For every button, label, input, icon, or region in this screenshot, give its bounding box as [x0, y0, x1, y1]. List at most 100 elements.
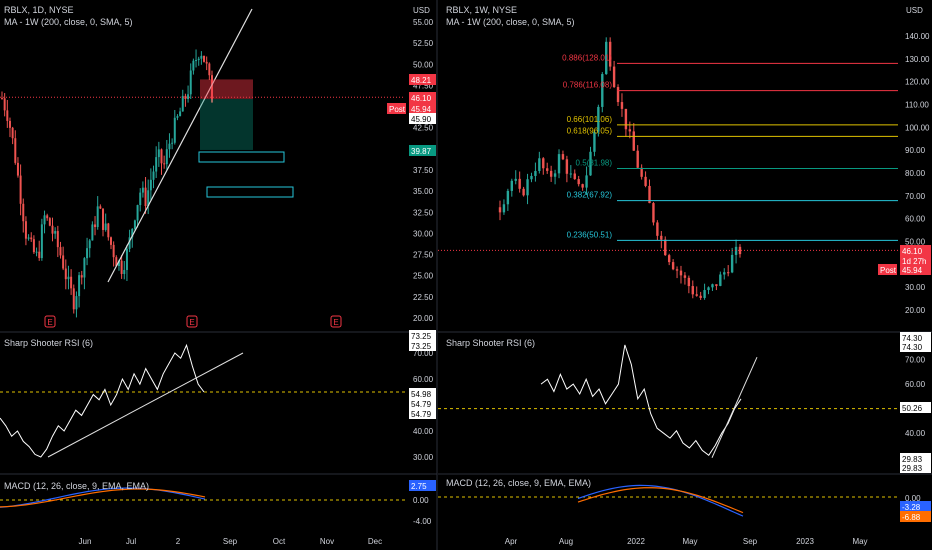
left-tag-white: 45.90 [411, 115, 432, 124]
right-price-tick: 110.00 [905, 101, 929, 110]
right-candle-body [518, 178, 521, 189]
right-tag-post-label-bg [878, 264, 897, 275]
left-candle-body [46, 215, 49, 219]
right-candle-body [644, 176, 647, 186]
left-candle-body [144, 187, 147, 207]
right-macd-tag-2: -6.88 [902, 513, 921, 522]
left-rsi-tag-2: 73.25 [411, 342, 432, 351]
earnings-marker: E [333, 318, 338, 327]
overlays [0, 8, 898, 517]
right-tag-post-label: Post [880, 266, 897, 275]
left-candle-body [109, 237, 112, 245]
left-candle-body [86, 248, 89, 259]
right-title: RBLX, 1W, NYSE [446, 5, 517, 15]
right-tag-last: 46.10 [902, 247, 923, 256]
right-x-label: Sep [743, 537, 758, 546]
right-candle-body [612, 66, 616, 88]
left-candle-body [171, 142, 174, 144]
left-candle-body [75, 296, 78, 310]
left-rsi-tick: 40.00 [413, 427, 434, 436]
left-candle-body [48, 218, 51, 226]
left-candle-body [54, 231, 57, 234]
right-candle-body [538, 158, 541, 171]
left-candle-body [99, 206, 102, 209]
right-x-label: Aug [559, 537, 573, 546]
left-currency: USD [413, 6, 430, 15]
right-rsi-tick: 70.00 [905, 356, 926, 365]
left-candle-body [30, 237, 33, 240]
fib-label: 0.382(67.92) [567, 191, 613, 200]
left-candle-body [131, 228, 134, 238]
left-rsi-tag-5: 54.79 [411, 410, 432, 419]
right-candle-body [593, 131, 596, 152]
earnings-marker-box [44, 315, 56, 328]
left-rsi-title: Sharp Shooter RSI (6) [4, 338, 93, 348]
fib-label: 0.66(101.06) [567, 115, 613, 124]
right-rsi-tag-3: 50.26 [902, 404, 923, 413]
right-rsi-tag-5: 29.83 [902, 464, 923, 473]
left-candle-body [157, 149, 160, 158]
left-tag-green-bg [409, 145, 436, 156]
right-macd-tag-1: -3.28 [902, 503, 921, 512]
left-macd-tick-0: 0.00 [413, 496, 429, 505]
fib-label: 0.786(116.08) [563, 81, 613, 90]
right-candle-body [664, 239, 667, 256]
left-rsi-tag-1: 73.25 [411, 332, 432, 341]
left-candle-body [176, 116, 179, 118]
right-candle-body [719, 274, 722, 286]
left-candle-body [181, 95, 184, 112]
left-candle-body [6, 110, 9, 121]
left-candle-body [184, 95, 187, 100]
left-candle-body [40, 224, 43, 259]
right-candle-body [549, 170, 553, 177]
right-candle-body [569, 173, 573, 175]
left-candle-body [149, 179, 152, 191]
left-macd-line [0, 487, 206, 508]
right-rsi-title: Sharp Shooter RSI (6) [446, 338, 535, 348]
left-rsi-tag-4: 54.79 [411, 400, 432, 409]
right-candle-body [632, 131, 635, 151]
left-rsi-tick: 30.00 [413, 453, 434, 462]
right-macd-signal [577, 487, 744, 514]
right-candle-body [605, 41, 608, 75]
right-candle-body [601, 74, 604, 107]
left-candle-body [133, 220, 136, 229]
left-candle-body [141, 187, 144, 193]
right-candle-body [514, 178, 517, 181]
right-candle-body [589, 151, 592, 176]
left-x-label: Oct [273, 537, 286, 546]
right-price-tick: 20.00 [905, 306, 926, 315]
left-price-tick: 27.50 [413, 251, 434, 260]
right-candle-body [624, 108, 628, 130]
right-candle-body [699, 295, 702, 298]
right-rsi-tag-1: 74.30 [902, 334, 923, 343]
left-candle-body [205, 61, 208, 64]
left-candle-body [115, 257, 118, 266]
right-price-tick: 100.00 [905, 123, 930, 132]
left-candle-body [51, 225, 54, 234]
left-price-tick: 20.00 [413, 314, 434, 323]
left-rsi-tag-4-bg [409, 398, 436, 409]
left-candle-body [56, 231, 59, 248]
left-candle-body [128, 237, 131, 249]
left-tag-post: 45.94 [411, 105, 432, 114]
left-macd-title: MACD (12, 26, close, 9, EMA, EMA) [4, 481, 149, 491]
left-price-tick: 47.50 [413, 81, 434, 90]
left-candle-body [123, 269, 126, 274]
right-macd-title: MACD (12, 26, close, 9, EMA, EMA) [446, 478, 591, 488]
right-candle-body [738, 246, 742, 255]
right-candle-body [530, 175, 533, 180]
right-candle-body [542, 158, 545, 169]
right-macd-tick-0: 0.00 [905, 494, 921, 503]
left-candle-body [187, 94, 190, 100]
left-price-tick: 32.50 [413, 208, 434, 217]
right-candle-body [546, 168, 549, 171]
left-rsi-tick: 60.00 [413, 375, 434, 384]
left-stop-zone [200, 79, 253, 99]
right-candle-body [506, 190, 510, 205]
right-rsi-tag-3-bg [900, 402, 931, 413]
left-candle-body [43, 215, 46, 225]
left-candle-body [91, 224, 94, 241]
left-candle-body [19, 175, 22, 204]
